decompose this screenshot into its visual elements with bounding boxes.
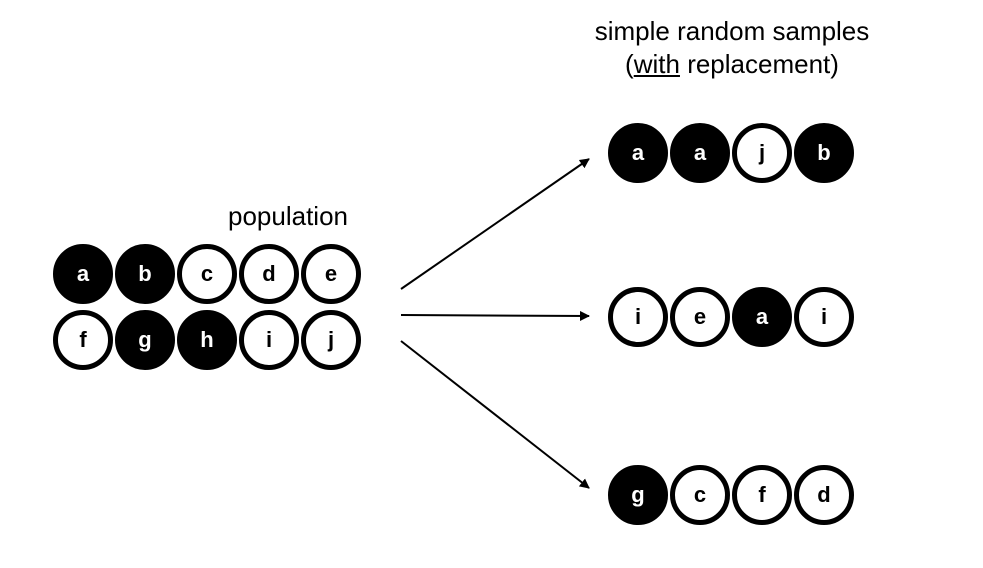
- samples-title-line2: (with replacement): [557, 48, 907, 82]
- arrow-2: [401, 315, 589, 316]
- sample3-circle-g: g: [608, 465, 668, 525]
- population-label: population: [188, 200, 388, 234]
- population-circle-j: j: [301, 310, 361, 370]
- population-circle-i: i: [239, 310, 299, 370]
- samples-title-line2-post: replacement): [680, 49, 839, 79]
- samples-title-line2-mid: with: [634, 49, 680, 79]
- arrow-1: [401, 159, 589, 289]
- samples-title-line1: simple random samples: [557, 15, 907, 49]
- population-circle-c: c: [177, 244, 237, 304]
- population-circle-a: a: [53, 244, 113, 304]
- sample1-circle-a: a: [670, 123, 730, 183]
- population-circle-e: e: [301, 244, 361, 304]
- population-circle-h: h: [177, 310, 237, 370]
- samples-title-line2-pre: (: [625, 49, 634, 79]
- sample3-circle-c: c: [670, 465, 730, 525]
- sample2-circle-i: i: [608, 287, 668, 347]
- sample1-circle-b: b: [794, 123, 854, 183]
- population-circle-b: b: [115, 244, 175, 304]
- arrow-3: [401, 341, 589, 488]
- population-row-1: abcde: [53, 244, 361, 304]
- sample3-circle-f: f: [732, 465, 792, 525]
- sample-row-1: aajb: [608, 123, 854, 183]
- population-circle-g: g: [115, 310, 175, 370]
- sample1-circle-a: a: [608, 123, 668, 183]
- sample2-circle-a: a: [732, 287, 792, 347]
- population-circle-d: d: [239, 244, 299, 304]
- sample3-circle-d: d: [794, 465, 854, 525]
- sample1-circle-j: j: [732, 123, 792, 183]
- sample2-circle-i: i: [794, 287, 854, 347]
- population-circle-f: f: [53, 310, 113, 370]
- sample-row-3: gcfd: [608, 465, 854, 525]
- sample2-circle-e: e: [670, 287, 730, 347]
- population-row-2: fghij: [53, 310, 361, 370]
- sample-row-2: ieai: [608, 287, 854, 347]
